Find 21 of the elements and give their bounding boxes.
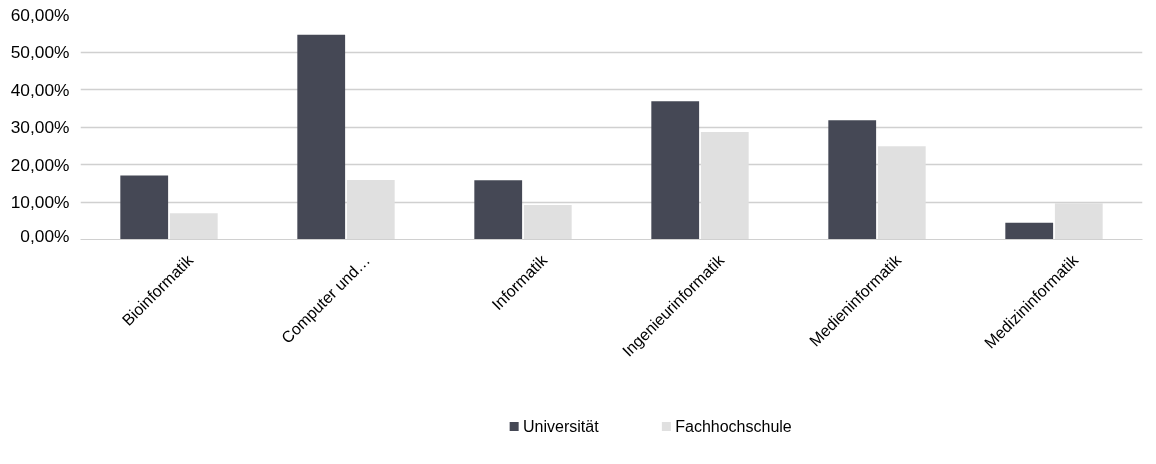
y-tick-label: 0,00% xyxy=(20,225,70,246)
bar xyxy=(1054,203,1103,240)
bar xyxy=(828,120,877,240)
bar xyxy=(877,146,926,240)
bar xyxy=(346,179,395,240)
y-tick-label: 20,00% xyxy=(10,154,70,175)
bar xyxy=(1005,222,1054,240)
bar xyxy=(700,131,749,240)
bar xyxy=(523,205,572,240)
bar xyxy=(297,34,346,240)
legend-label: Universität xyxy=(523,417,600,435)
legend-label: Fachhochschule xyxy=(675,417,792,435)
bar xyxy=(169,213,218,240)
bar xyxy=(120,175,169,240)
bar xyxy=(474,180,523,240)
bar xyxy=(651,101,700,240)
y-tick-label: 40,00% xyxy=(10,79,70,100)
y-tick-label: 50,00% xyxy=(10,42,70,62)
y-tick-label: 60,00% xyxy=(10,4,70,25)
y-tick-label: 10,00% xyxy=(10,192,70,212)
y-tick-label: 30,00% xyxy=(10,117,70,137)
